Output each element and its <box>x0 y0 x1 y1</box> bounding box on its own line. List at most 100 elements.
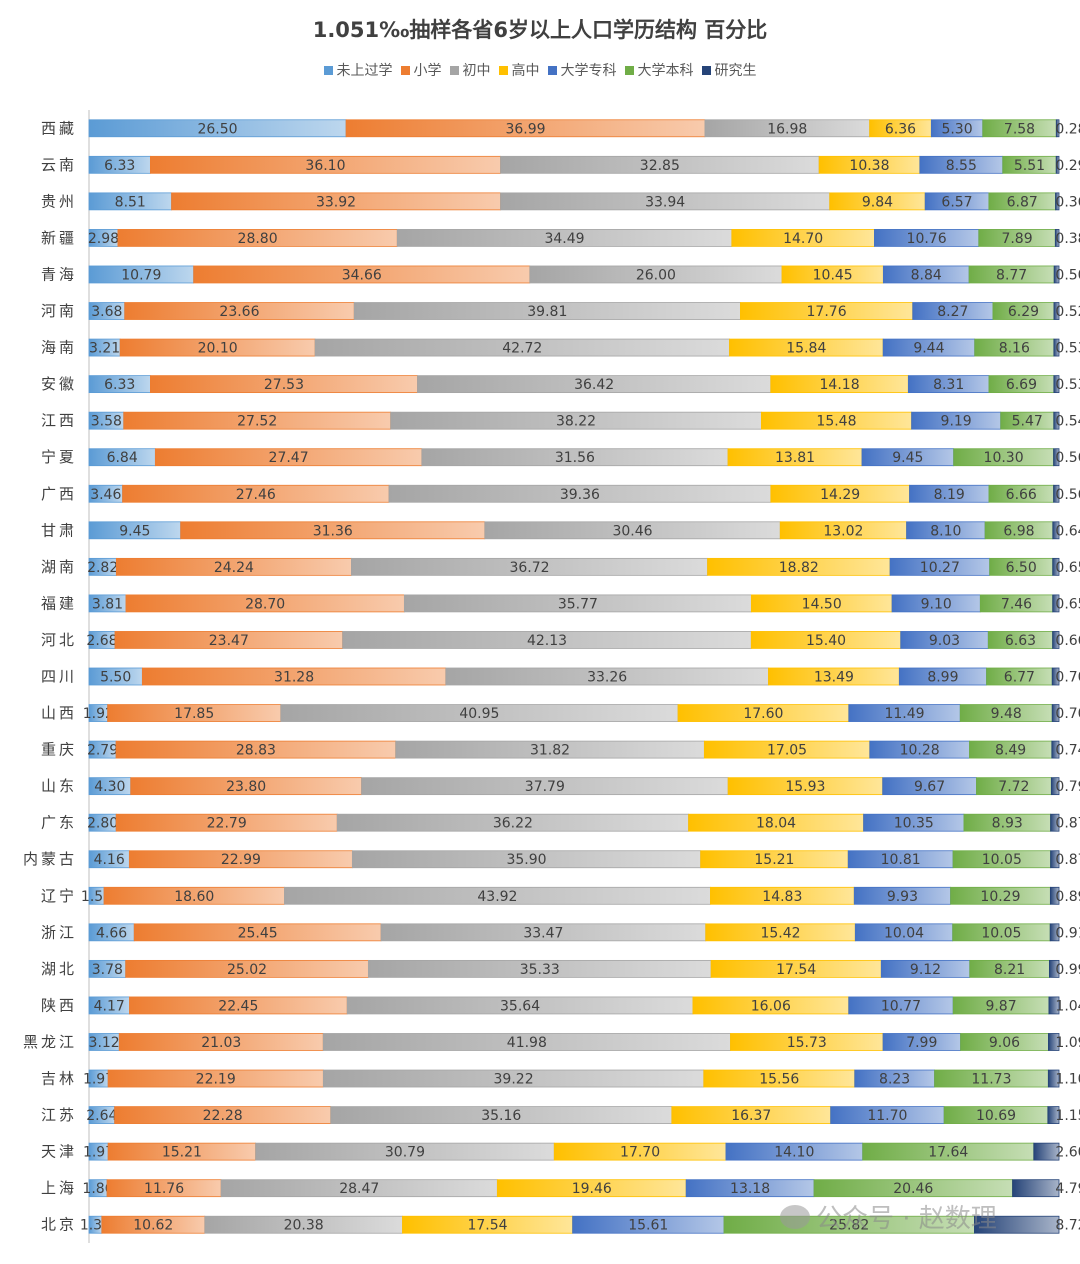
data-label: 6.87 <box>1007 194 1038 210</box>
data-label: 1.04 <box>1055 998 1080 1014</box>
legend-item: 大学本科 <box>624 60 694 80</box>
data-label: 9.12 <box>910 962 941 978</box>
bar-segment <box>1051 667 1060 686</box>
data-label: 6.33 <box>104 377 135 393</box>
data-label: 17.64 <box>928 1145 968 1161</box>
data-label: 22.45 <box>218 998 258 1014</box>
data-label: 8.93 <box>992 816 1023 832</box>
data-label: 28.47 <box>339 1181 379 1197</box>
data-label: 20.46 <box>893 1181 933 1197</box>
bar-segment <box>1051 704 1060 722</box>
bar-segment <box>1051 740 1060 759</box>
data-label: 10.62 <box>133 1218 173 1234</box>
bar-segment <box>1053 484 1060 503</box>
bar-segment <box>1048 1033 1060 1051</box>
data-label: 26.00 <box>636 267 676 283</box>
data-label: 2.98 <box>88 231 119 247</box>
data-label: 2.80 <box>87 816 118 832</box>
data-label: 15.21 <box>754 852 794 868</box>
legend-item: 小学 <box>400 60 442 80</box>
data-label: 0.70 <box>1055 706 1080 722</box>
data-label: 25.82 <box>829 1218 869 1234</box>
data-label: 11.73 <box>971 1072 1011 1088</box>
data-label: 11.49 <box>884 706 924 722</box>
data-label: 33.26 <box>587 670 627 686</box>
category-tick-label: 北京 <box>41 1216 77 1234</box>
data-label: 0.91 <box>1055 925 1080 941</box>
legend-label: 未上过学 <box>336 63 393 79</box>
data-label: 20.10 <box>198 341 238 357</box>
legend-label: 小学 <box>413 63 442 79</box>
data-label: 5.47 <box>1012 414 1043 430</box>
data-label: 5.50 <box>100 670 131 686</box>
data-label: 33.94 <box>645 194 685 210</box>
data-label: 23.47 <box>209 633 249 649</box>
data-label: 8.10 <box>930 523 961 539</box>
data-label: 7.99 <box>906 1035 937 1051</box>
data-label: 7.46 <box>1001 596 1032 612</box>
data-label: 22.19 <box>196 1072 236 1088</box>
data-label: 42.13 <box>527 633 567 649</box>
bar-segment <box>1012 1179 1060 1198</box>
data-label: 11.70 <box>867 1108 907 1124</box>
data-label: 10.77 <box>881 998 921 1014</box>
data-label: 41.98 <box>507 1035 547 1051</box>
data-label: 6.69 <box>1006 377 1037 393</box>
data-label: 9.93 <box>887 889 918 905</box>
data-label: 17.54 <box>776 962 816 978</box>
data-label: 8.99 <box>927 670 958 686</box>
data-label: 9.45 <box>892 450 923 466</box>
category-tick-label: 上海 <box>41 1179 77 1197</box>
data-label: 8.21 <box>994 962 1025 978</box>
data-label: 31.28 <box>274 670 314 686</box>
bar-segment <box>1047 1069 1060 1088</box>
data-label: 14.10 <box>774 1145 814 1161</box>
data-label: 6.63 <box>1005 633 1036 649</box>
data-label: 18.82 <box>779 560 819 576</box>
data-label: 27.52 <box>237 414 277 430</box>
data-label: 8.84 <box>911 267 942 283</box>
legend-swatch <box>701 65 711 75</box>
data-label: 28.83 <box>236 743 276 759</box>
category-tick-label: 广东 <box>41 814 77 832</box>
data-label: 8.49 <box>995 743 1026 759</box>
legend-swatch <box>323 65 333 75</box>
data-label: 17.05 <box>767 743 807 759</box>
data-label: 9.44 <box>913 341 944 357</box>
data-label: 10.38 <box>849 158 889 174</box>
data-label: 37.79 <box>525 779 565 795</box>
data-label: 19.46 <box>572 1181 612 1197</box>
data-label: 10.04 <box>884 925 924 941</box>
data-label: 8.19 <box>934 487 965 503</box>
data-label: 38.22 <box>556 414 596 430</box>
data-label: 6.36 <box>885 121 916 137</box>
data-label: 2.79 <box>87 743 118 759</box>
data-label: 36.72 <box>509 560 549 576</box>
legend-label: 大学本科 <box>637 63 694 79</box>
category-tick-label: 福建 <box>41 594 77 612</box>
data-label: 4.79 <box>1055 1181 1080 1197</box>
data-label: 21.03 <box>201 1035 241 1051</box>
data-label: 15.21 <box>162 1145 202 1161</box>
data-label: 23.66 <box>219 304 259 320</box>
data-label: 34.66 <box>342 267 382 283</box>
data-label: 0.65 <box>1055 596 1080 612</box>
watermark-text: 公众号 · 赵数理 <box>816 1204 997 1234</box>
data-label: 8.51 <box>115 194 146 210</box>
data-label: 13.18 <box>730 1181 770 1197</box>
data-label: 0.28 <box>1055 121 1080 137</box>
data-label: 42.72 <box>502 341 542 357</box>
data-label: 3.81 <box>92 596 123 612</box>
data-label: 22.99 <box>221 852 261 868</box>
category-tick-label: 重庆 <box>41 741 77 759</box>
data-label: 30.46 <box>612 523 652 539</box>
data-label: 9.87 <box>985 998 1016 1014</box>
data-label: 31.36 <box>313 523 353 539</box>
bar-segment <box>1053 375 1060 394</box>
data-label: 2.60 <box>1055 1145 1080 1161</box>
data-label: 26.50 <box>197 121 237 137</box>
data-label: 36.22 <box>493 816 533 832</box>
data-label: 0.56 <box>1055 487 1080 503</box>
bar-segment <box>1054 229 1060 247</box>
data-label: 0.79 <box>1055 779 1080 795</box>
